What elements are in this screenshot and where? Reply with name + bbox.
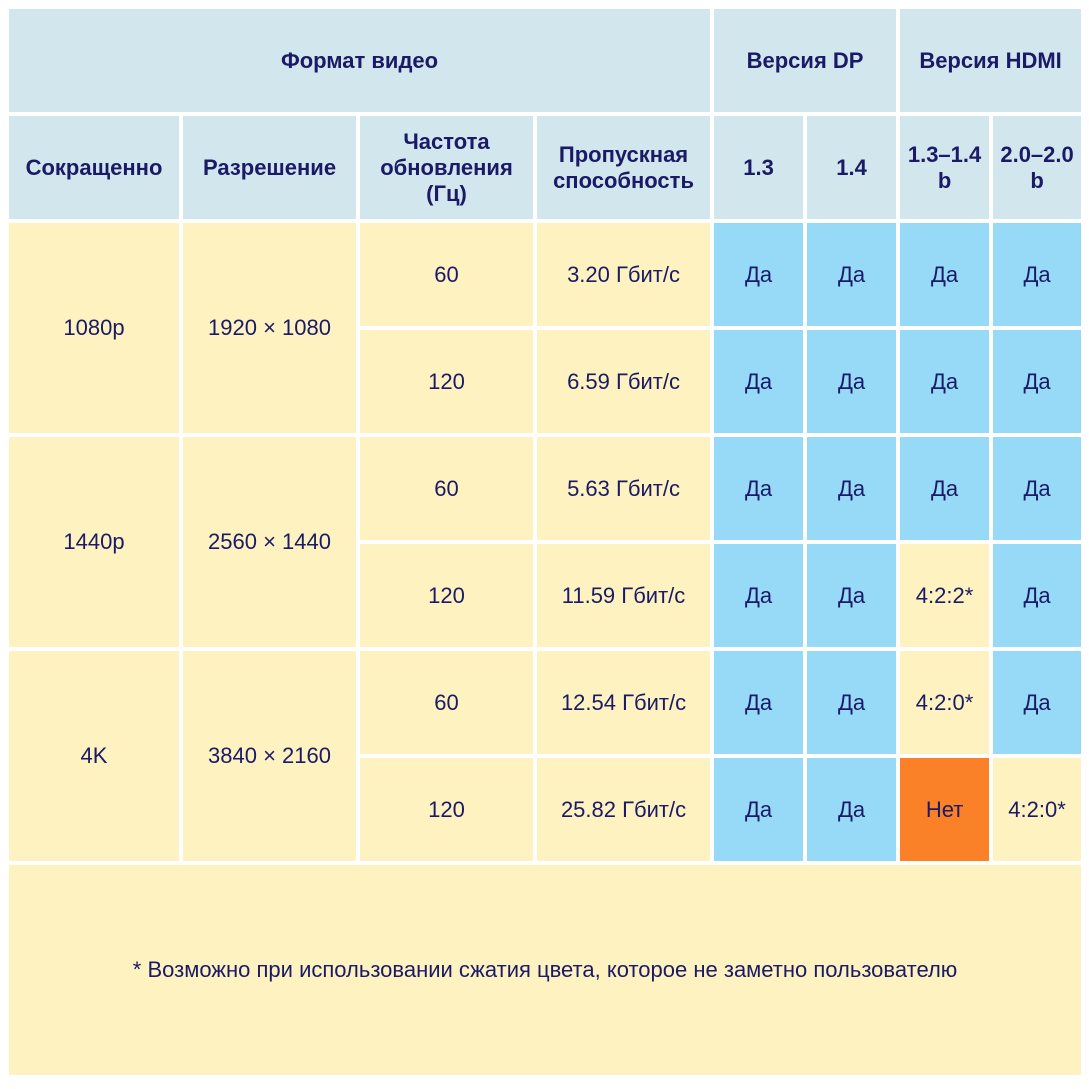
table-row: 120 11.59 Гбит/с Да Да 4:2:2* Да <box>9 544 1082 647</box>
refresh-rate-line-2: обновления <box>380 154 513 180</box>
dp-1-4-cell: Да <box>807 223 897 326</box>
short-name-cell: 1440p <box>9 437 179 647</box>
column-header-bandwidth: Пропускная способность <box>537 116 711 219</box>
footnote-row: * Возможно при использовании сжатия цвет… <box>9 865 1082 1075</box>
table-row: 1440p 2560 × 1440 60 5.63 Гбит/с Да Да Д… <box>9 437 1082 647</box>
short-name-cell: 1080p <box>9 223 179 433</box>
refresh-rate-cell: 120 <box>360 544 533 647</box>
refresh-rate-cell: 120 <box>360 758 533 861</box>
hdmi-1-3-line-1: 1.3–1.4 <box>907 141 982 167</box>
refresh-rate-cell: 60 <box>360 437 533 540</box>
header-row-top: Формат видео Версия DP Версия HDMI <box>9 9 1082 112</box>
resolution-cell: 1920 × 1080 <box>183 223 356 433</box>
hdmi-2-0-line-2: b <box>1030 167 1044 193</box>
column-header-dp-1-4: 1.4 <box>807 116 897 219</box>
dp-1-3-cell: Да <box>714 330 804 433</box>
resolution-cell: 2560 × 1440 <box>183 437 356 647</box>
hdmi-1-3-cell: Нет <box>900 758 990 861</box>
bandwidth-cell: 12.54 Гбит/с <box>537 651 711 754</box>
hdmi-version-header: Версия HDMI <box>900 9 1082 112</box>
hdmi-2-0-line-1: 2.0–2.0 <box>1000 141 1074 167</box>
bandwidth-cell: 5.63 Гбит/с <box>537 437 711 540</box>
video-format-header: Формат видео <box>9 9 711 112</box>
refresh-rate-line-1: Частота <box>403 128 490 154</box>
dp-1-4-cell: Да <box>807 544 897 647</box>
dp-1-4-cell: Да <box>807 330 897 433</box>
dp-1-4-cell: Да <box>807 651 897 754</box>
table-row: 120 25.82 Гбит/с Да Да Нет 4:2:0* <box>9 758 1082 861</box>
compatibility-table: Формат видео Версия DP Версия HDMI Сокра… <box>5 5 1085 1079</box>
column-header-dp-1-3: 1.3 <box>714 116 804 219</box>
hdmi-2-0-cell: Да <box>993 330 1082 433</box>
refresh-rate-cell: 60 <box>360 651 533 754</box>
table-row: 1080p 1920 × 1080 60 3.20 Гбит/с Да Да Д… <box>9 223 1082 433</box>
bandwidth-cell: 11.59 Гбит/с <box>537 544 711 647</box>
hdmi-1-3-cell: 4:2:2* <box>900 544 990 647</box>
hdmi-2-0-cell: Да <box>993 544 1082 647</box>
hdmi-1-3-cell: Да <box>900 330 990 433</box>
table-row: 4K 3840 × 2160 60 12.54 Гбит/с Да Да 4:2… <box>9 651 1082 861</box>
bandwidth-cell: 25.82 Гбит/с <box>537 758 711 861</box>
dp-1-4-cell: Да <box>807 437 897 540</box>
column-header-hdmi-1-3: 1.3–1.4 b <box>900 116 990 219</box>
refresh-rate-cell: 60 <box>360 223 533 326</box>
dp-version-header: Версия DP <box>714 9 897 112</box>
column-header-refresh-rate: Частота обновления (Гц) <box>360 116 533 219</box>
dp-1-3-cell: Да <box>714 437 804 540</box>
refresh-rate-cell: 120 <box>360 330 533 433</box>
bandwidth-cell: 6.59 Гбит/с <box>537 330 711 433</box>
hdmi-1-3-cell: Да <box>900 223 990 326</box>
column-header-hdmi-2-0: 2.0–2.0 b <box>993 116 1082 219</box>
bandwidth-line-2: способность <box>553 167 694 193</box>
dp-1-3-cell: Да <box>714 544 804 647</box>
table-row: 120 6.59 Гбит/с Да Да Да Да <box>9 330 1082 433</box>
hdmi-1-3-cell: Да <box>900 437 990 540</box>
column-header-resolution: Разрешение <box>183 116 356 219</box>
hdmi-2-0-cell: Да <box>993 437 1082 540</box>
header-row-sub: Сокращенно Разрешение Частота обновления… <box>9 116 1082 219</box>
short-name-cell: 4K <box>9 651 179 861</box>
hdmi-1-3-line-2: b <box>937 167 952 193</box>
dp-1-3-cell: Да <box>714 758 804 861</box>
dp-1-4-cell: Да <box>807 758 897 861</box>
hdmi-1-3-cell: 4:2:0* <box>900 651 990 754</box>
dp-1-3-cell: Да <box>714 651 804 754</box>
column-header-short: Сокращенно <box>9 116 179 219</box>
footnote: * Возможно при использовании сжатия цвет… <box>9 865 1082 1075</box>
bandwidth-cell: 3.20 Гбит/с <box>537 223 711 326</box>
bandwidth-line-1: Пропускная <box>558 141 689 167</box>
dp-1-3-cell: Да <box>714 223 804 326</box>
hdmi-2-0-cell: Да <box>993 223 1082 326</box>
resolution-cell: 3840 × 2160 <box>183 651 356 861</box>
refresh-rate-line-3: (Гц) <box>426 180 467 206</box>
hdmi-2-0-cell: Да <box>993 651 1082 754</box>
hdmi-2-0-cell: 4:2:0* <box>993 758 1082 861</box>
